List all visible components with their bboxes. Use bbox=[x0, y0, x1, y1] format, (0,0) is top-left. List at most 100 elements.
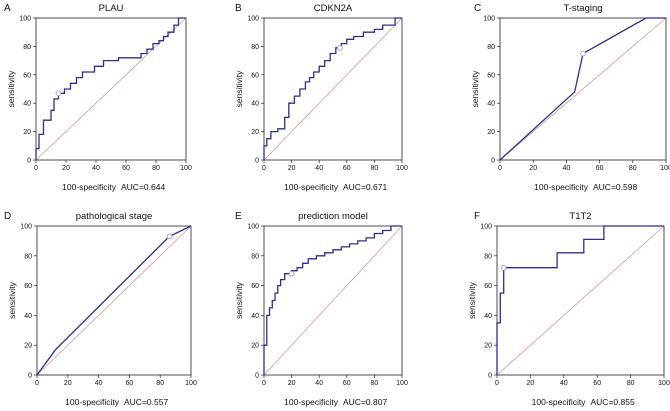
x-axis-label: 100-specificity bbox=[532, 397, 587, 407]
x-tick-label: 60 bbox=[122, 165, 130, 172]
x-tick-label: 20 bbox=[62, 165, 70, 172]
roc-panel-a: A PLAU 0 20 40 60 80 100 0 20 40 60 80 100 sensitivity… bbox=[4, 3, 192, 192]
y-tick-label: 40 bbox=[24, 313, 32, 320]
y-axis-label: sensitivity bbox=[470, 70, 480, 108]
panel-letter: A bbox=[4, 3, 11, 14]
x-tick-label: 0 bbox=[495, 380, 499, 387]
x-tick-label: 80 bbox=[627, 380, 635, 387]
auc-label: AUC=0.644 bbox=[121, 182, 165, 192]
y-tick-label: 80 bbox=[251, 44, 259, 51]
plot-frame bbox=[496, 225, 665, 376]
x-tick-label: 20 bbox=[527, 380, 535, 387]
panel-title: PLAU bbox=[99, 3, 124, 14]
cutoff-marker bbox=[288, 270, 295, 277]
x-tick-label: 60 bbox=[593, 380, 601, 387]
panel-letter: D bbox=[4, 211, 11, 222]
cutoff-marker bbox=[337, 44, 343, 51]
auc-label: AUC=0.807 bbox=[343, 397, 387, 407]
x-axis-label: 100-specificity bbox=[284, 397, 339, 407]
y-tick-label: 40 bbox=[484, 313, 492, 320]
auc-label: AUC=0.671 bbox=[343, 182, 387, 192]
x-axis-label: 100-specificity bbox=[284, 182, 339, 192]
y-tick-label: 40 bbox=[251, 101, 259, 108]
roc-curve bbox=[35, 17, 186, 160]
x-axis-label: 100-specificity bbox=[534, 182, 589, 192]
panel-title: T-staging bbox=[563, 3, 602, 14]
x-tick-label: 80 bbox=[156, 380, 164, 387]
reference-diagonal bbox=[499, 17, 667, 161]
y-tick-label: 40 bbox=[251, 313, 259, 320]
reference-diagonal bbox=[496, 225, 665, 376]
x-tick-label: 40 bbox=[315, 380, 323, 387]
y-tick-label: 60 bbox=[484, 283, 492, 290]
y-tick-label: 100 bbox=[483, 16, 495, 23]
cutoff-marker bbox=[500, 264, 507, 271]
auc-label: AUC=0.855 bbox=[591, 397, 635, 407]
reference-diagonal bbox=[263, 17, 403, 161]
y-tick-label: 20 bbox=[251, 343, 259, 350]
y-tick-label: 80 bbox=[484, 253, 492, 260]
plot-frame bbox=[35, 17, 187, 161]
y-tick-label: 40 bbox=[23, 101, 31, 108]
roc-panel-b: B CDKN2A 0 20 40 60 80 100 0 20 40 60 80 100 sensitivi… bbox=[234, 3, 408, 192]
y-tick-label: 0 bbox=[255, 373, 259, 380]
panel-title: CDKN2A bbox=[314, 3, 353, 14]
reference-diagonal bbox=[35, 17, 187, 161]
x-tick-label: 0 bbox=[35, 380, 39, 387]
y-tick-label: 100 bbox=[20, 224, 32, 231]
x-tick-label: 80 bbox=[629, 165, 637, 172]
plot-frame bbox=[263, 17, 403, 161]
roc-panel-f: F T1T2 0 20 40 60 80 100 0 20 40 60 80 100 sensitivity… bbox=[467, 211, 670, 407]
plot-frame bbox=[263, 225, 403, 376]
y-tick-label: 20 bbox=[251, 129, 259, 136]
y-tick-label: 0 bbox=[491, 158, 495, 165]
roc-curve bbox=[36, 225, 192, 376]
x-tick-label: 100 bbox=[660, 165, 670, 172]
cutoff-marker bbox=[166, 233, 173, 240]
y-tick-label: 60 bbox=[23, 72, 31, 79]
panel-letter: E bbox=[235, 211, 242, 222]
x-tick-label: 20 bbox=[288, 165, 296, 172]
x-tick-label: 0 bbox=[262, 165, 266, 172]
y-tick-label: 40 bbox=[487, 101, 495, 108]
x-tick-label: 100 bbox=[396, 380, 408, 387]
panel-letter: F bbox=[474, 211, 480, 222]
x-axis-label: 100-specificity bbox=[62, 182, 117, 192]
y-tick-label: 100 bbox=[247, 16, 259, 23]
x-tick-label: 100 bbox=[185, 380, 197, 387]
x-tick-label: 20 bbox=[288, 380, 296, 387]
x-tick-label: 20 bbox=[529, 165, 537, 172]
x-tick-label: 0 bbox=[498, 165, 502, 172]
x-tick-label: 40 bbox=[560, 380, 568, 387]
y-axis-label: sensitivity bbox=[6, 70, 16, 108]
panel-letter: B bbox=[235, 3, 242, 14]
x-tick-label: 40 bbox=[315, 165, 323, 172]
x-tick-label: 80 bbox=[371, 380, 379, 387]
x-tick-label: 0 bbox=[262, 380, 266, 387]
x-tick-label: 60 bbox=[596, 165, 604, 172]
panel-title: prediction model bbox=[298, 211, 368, 222]
x-tick-label: 0 bbox=[34, 165, 38, 172]
x-tick-label: 80 bbox=[152, 165, 160, 172]
y-tick-label: 60 bbox=[487, 72, 495, 79]
panel-title: pathological stage bbox=[76, 211, 153, 222]
y-tick-label: 60 bbox=[251, 283, 259, 290]
x-tick-label: 80 bbox=[371, 165, 379, 172]
cutoff-marker bbox=[55, 90, 62, 97]
y-tick-label: 100 bbox=[19, 16, 31, 23]
x-tick-label: 20 bbox=[64, 380, 72, 387]
y-tick-label: 60 bbox=[24, 283, 32, 290]
y-tick-label: 0 bbox=[27, 158, 31, 165]
y-axis-label: sensitivity bbox=[234, 70, 244, 108]
x-tick-label: 60 bbox=[126, 380, 134, 387]
y-tick-label: 0 bbox=[255, 158, 259, 165]
panel-letter: C bbox=[474, 3, 481, 14]
x-tick-label: 60 bbox=[343, 165, 351, 172]
roc-curve bbox=[263, 225, 402, 375]
x-tick-label: 40 bbox=[92, 165, 100, 172]
y-tick-label: 20 bbox=[24, 343, 32, 350]
x-tick-label: 40 bbox=[95, 380, 103, 387]
